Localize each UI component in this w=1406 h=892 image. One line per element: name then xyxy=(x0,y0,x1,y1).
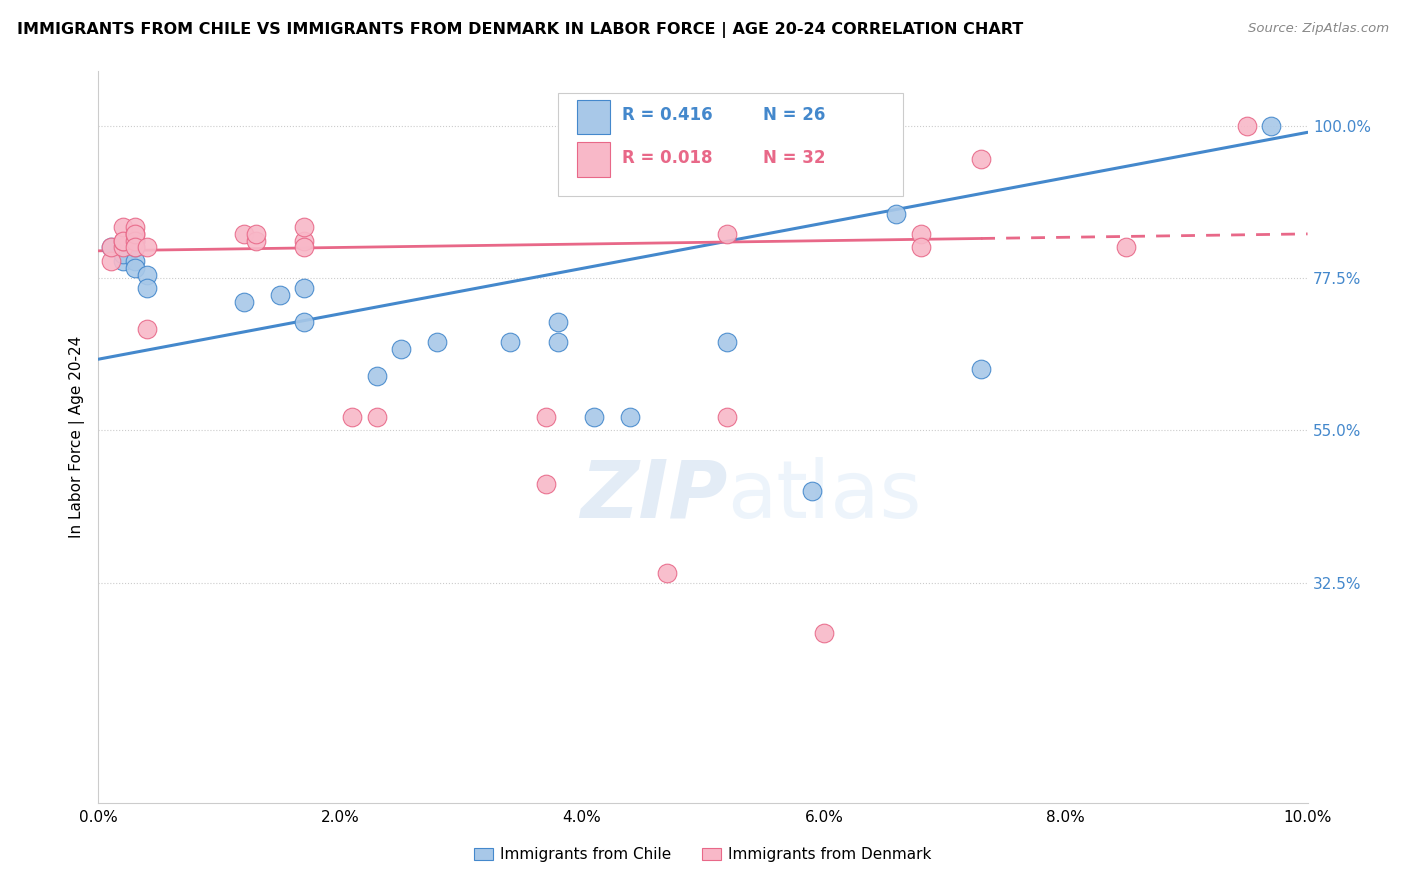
Text: N = 32: N = 32 xyxy=(763,149,825,167)
Point xyxy=(124,234,146,248)
Point xyxy=(910,227,932,241)
Point xyxy=(366,409,388,424)
Point xyxy=(292,220,315,235)
Point xyxy=(716,227,738,241)
Point xyxy=(292,281,315,295)
Point xyxy=(716,409,738,424)
Point xyxy=(389,342,412,356)
Text: N = 26: N = 26 xyxy=(763,106,825,124)
Y-axis label: In Labor Force | Age 20-24: In Labor Force | Age 20-24 xyxy=(69,336,86,538)
Point xyxy=(970,362,993,376)
Point xyxy=(426,335,449,350)
Point xyxy=(124,227,146,241)
Point xyxy=(124,240,146,254)
Point xyxy=(498,335,520,350)
Point xyxy=(232,294,254,309)
Point xyxy=(292,315,315,329)
Point xyxy=(800,484,823,499)
Point xyxy=(1236,119,1258,133)
Point xyxy=(245,227,267,241)
Point xyxy=(292,240,315,254)
Text: ZIP: ZIP xyxy=(579,457,727,534)
Point xyxy=(910,240,932,254)
Point xyxy=(124,227,146,241)
Point xyxy=(716,335,738,350)
Point xyxy=(1115,240,1137,254)
Point xyxy=(135,268,157,282)
Point xyxy=(886,206,908,220)
FancyBboxPatch shape xyxy=(578,100,610,135)
Text: IMMIGRANTS FROM CHILE VS IMMIGRANTS FROM DENMARK IN LABOR FORCE | AGE 20-24 CORR: IMMIGRANTS FROM CHILE VS IMMIGRANTS FROM… xyxy=(17,22,1024,38)
Text: R = 0.018: R = 0.018 xyxy=(621,149,713,167)
Point xyxy=(124,234,146,248)
Point xyxy=(547,315,569,329)
Point xyxy=(245,234,267,248)
Point xyxy=(232,227,254,241)
Point xyxy=(100,240,122,254)
Point xyxy=(366,369,388,384)
Point xyxy=(124,260,146,275)
Point xyxy=(534,409,557,424)
Point xyxy=(619,409,641,424)
Point xyxy=(583,409,606,424)
Point xyxy=(135,322,157,336)
Point xyxy=(111,254,134,268)
Text: atlas: atlas xyxy=(727,457,921,534)
Point xyxy=(135,240,157,254)
Point xyxy=(111,234,134,248)
Point xyxy=(970,153,993,167)
Text: R = 0.416: R = 0.416 xyxy=(621,106,713,124)
Point xyxy=(655,566,678,580)
Point xyxy=(534,477,557,491)
Point xyxy=(111,240,134,254)
Point xyxy=(100,240,122,254)
Point xyxy=(292,234,315,248)
Point xyxy=(124,254,146,268)
Point xyxy=(124,220,146,235)
Point xyxy=(269,288,291,302)
Point xyxy=(124,240,146,254)
Point xyxy=(111,234,134,248)
Text: Source: ZipAtlas.com: Source: ZipAtlas.com xyxy=(1249,22,1389,36)
Point xyxy=(135,281,157,295)
FancyBboxPatch shape xyxy=(578,143,610,177)
Point xyxy=(100,254,122,268)
Point xyxy=(111,247,134,261)
Point xyxy=(547,335,569,350)
FancyBboxPatch shape xyxy=(558,94,903,195)
Point xyxy=(111,220,134,235)
Point xyxy=(1260,119,1282,133)
Legend: Immigrants from Chile, Immigrants from Denmark: Immigrants from Chile, Immigrants from D… xyxy=(468,841,938,868)
Point xyxy=(813,626,835,640)
Point xyxy=(342,409,364,424)
